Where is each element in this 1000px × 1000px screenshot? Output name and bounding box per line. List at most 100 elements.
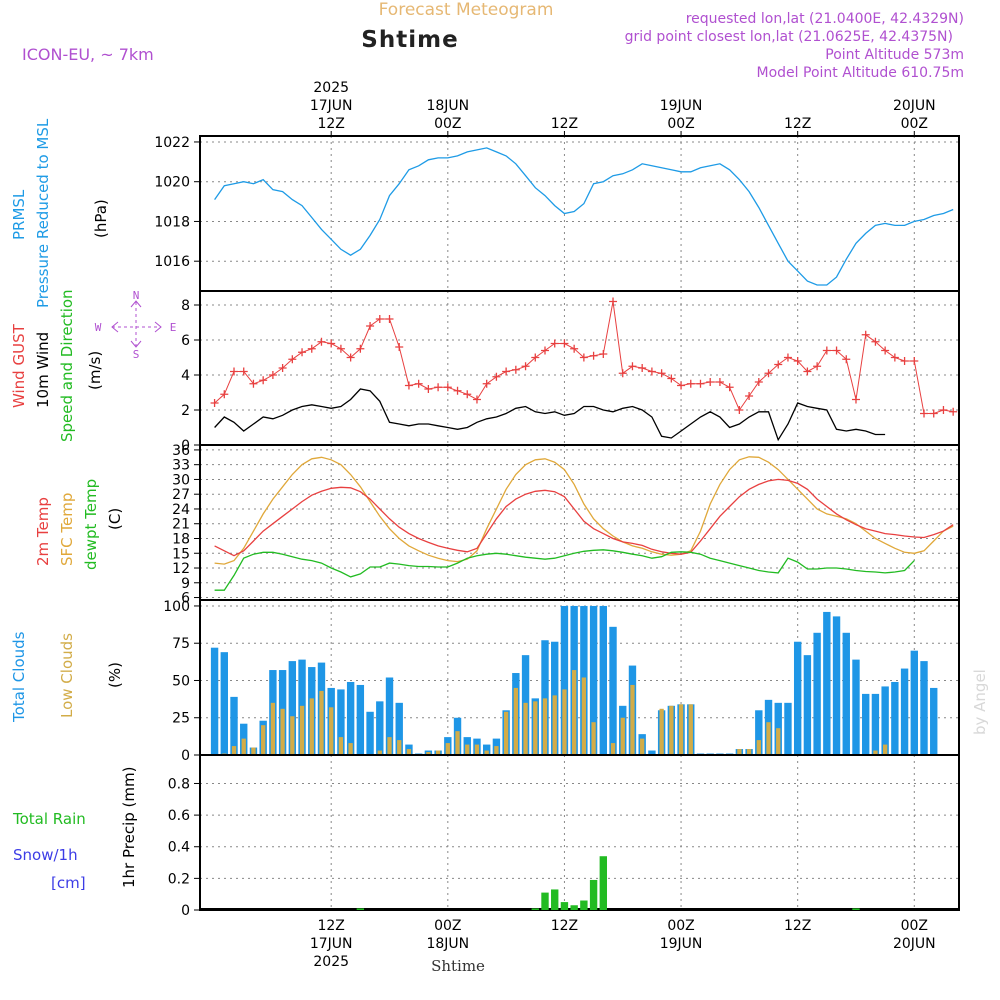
gust-point: [560, 339, 569, 348]
time-label-top: 12Z: [551, 116, 578, 132]
low-cloud-bar: [756, 740, 761, 755]
gust-point: [472, 395, 481, 404]
low-cloud-bar: [883, 744, 888, 755]
low-cloud-bar: [688, 704, 693, 755]
gust-point: [793, 357, 802, 365]
gust-point: [890, 353, 899, 362]
gust-point: [949, 407, 958, 416]
time-label-top: 12Z: [317, 116, 344, 132]
y-tick-label: 33: [172, 458, 190, 474]
total-cloud-bar: [891, 681, 899, 755]
pressure-panel: 1016 1018 1020 1022: [154, 135, 960, 292]
low-cloud-bar: [406, 749, 412, 755]
y-tick-label: 0.4: [168, 840, 190, 856]
total-cloud-bar: [823, 611, 831, 755]
total-cloud-bar: [541, 640, 549, 755]
low-cloud-bar: [873, 750, 878, 755]
rain-bar: [531, 908, 539, 910]
pressure-unit-label: (hPa): [92, 199, 110, 238]
low-cloud-bar: [426, 752, 431, 755]
low-cloud-bar: [261, 725, 266, 755]
total-cloud-bar: [599, 605, 608, 755]
temp-sfc-label: SFC Temp: [58, 493, 76, 566]
snow-unit-label: [cm]: [51, 874, 86, 892]
gust-point: [385, 315, 394, 323]
total-cloud-bar: [366, 711, 374, 755]
precip-ylabel: 1hr Precip (mm): [120, 767, 138, 888]
y-tick-label: 0: [181, 903, 190, 919]
low-cloud-bar: [241, 738, 246, 755]
time-label-top: 00Z: [667, 116, 694, 132]
gust-point: [715, 378, 724, 386]
gust-point: [414, 379, 423, 388]
compass-legend: N S W E: [95, 289, 177, 361]
total-cloud-bar: [346, 681, 355, 755]
gust-point: [783, 353, 792, 362]
time-label-top: 18JUN: [426, 98, 469, 114]
pressure-line: [214, 147, 954, 286]
y-tick-label: 100: [163, 599, 190, 615]
low-cloud-bar: [494, 746, 499, 755]
low-cloud-bar: [640, 738, 645, 755]
total-cloud-bar: [813, 632, 821, 755]
total-cloud-bar: [852, 659, 860, 755]
low-cloud-bar: [776, 728, 781, 755]
low-cloud-bar: [251, 747, 256, 755]
y-tick-label: 9: [181, 576, 190, 592]
low-cloud-bar: [299, 705, 305, 755]
gust-point: [851, 395, 860, 404]
gust-point: [929, 409, 938, 418]
pressure-label-prmsl: PRMSL: [10, 189, 28, 240]
panel-frame: [199, 444, 960, 601]
low-cloud-bar: [231, 746, 237, 755]
low-cloud-bar: [280, 708, 285, 755]
clouds-panel: 0 25 50 75 100: [163, 599, 960, 764]
model-altitude: Model Point Altitude 610.75m: [757, 65, 964, 81]
gust-point: [259, 376, 268, 385]
gust-point: [686, 379, 695, 388]
temp-dewpt-label: dewpt Temp: [82, 479, 100, 570]
gust-point: [667, 374, 676, 383]
total-cloud-bar: [784, 702, 792, 755]
gust-point: [813, 362, 822, 371]
low-cloud-bar: [581, 677, 587, 755]
gust-point: [278, 364, 287, 372]
time-label-top: 12Z: [784, 116, 811, 132]
gust-point: [638, 364, 647, 372]
low-cloud-bar: [620, 717, 625, 755]
y-tick-label: 50: [172, 673, 190, 689]
gust-point: [521, 362, 530, 371]
gust-point: [657, 369, 666, 378]
gust-point: [871, 337, 880, 346]
gust-point: [482, 379, 491, 388]
rain-bar: [599, 856, 608, 910]
y-tick-label: 0: [181, 748, 190, 764]
product-title: Forecast Meteogram: [379, 0, 554, 20]
gust-point: [541, 346, 549, 355]
gust-point: [822, 346, 831, 355]
total-cloud-bar: [210, 647, 219, 755]
gust-point: [230, 367, 239, 376]
gust-point: [307, 344, 316, 353]
low-cloud-bar: [455, 731, 460, 755]
low-cloud-bar: [270, 702, 276, 755]
point-altitude: Point Altitude 573m: [825, 47, 964, 63]
gust-point: [550, 339, 559, 348]
y-tick-label: 21: [172, 517, 190, 533]
total-cloud-bar: [881, 686, 889, 755]
gust-point: [317, 337, 326, 346]
gust-point: [327, 339, 336, 348]
rain-bar: [589, 879, 598, 910]
gust-point: [599, 350, 608, 358]
total-cloud-bar: [920, 661, 928, 755]
gust-point: [424, 385, 433, 393]
gust-point: [881, 346, 890, 355]
gust-point: [764, 369, 773, 378]
time-label-bottom: 00Z: [667, 918, 694, 934]
y-tick-label: 27: [172, 487, 190, 503]
rain-bar: [560, 902, 569, 910]
total-cloud-bar: [230, 696, 238, 755]
total-cloud-bar: [589, 605, 598, 755]
y-tick-label: 2: [181, 403, 190, 419]
